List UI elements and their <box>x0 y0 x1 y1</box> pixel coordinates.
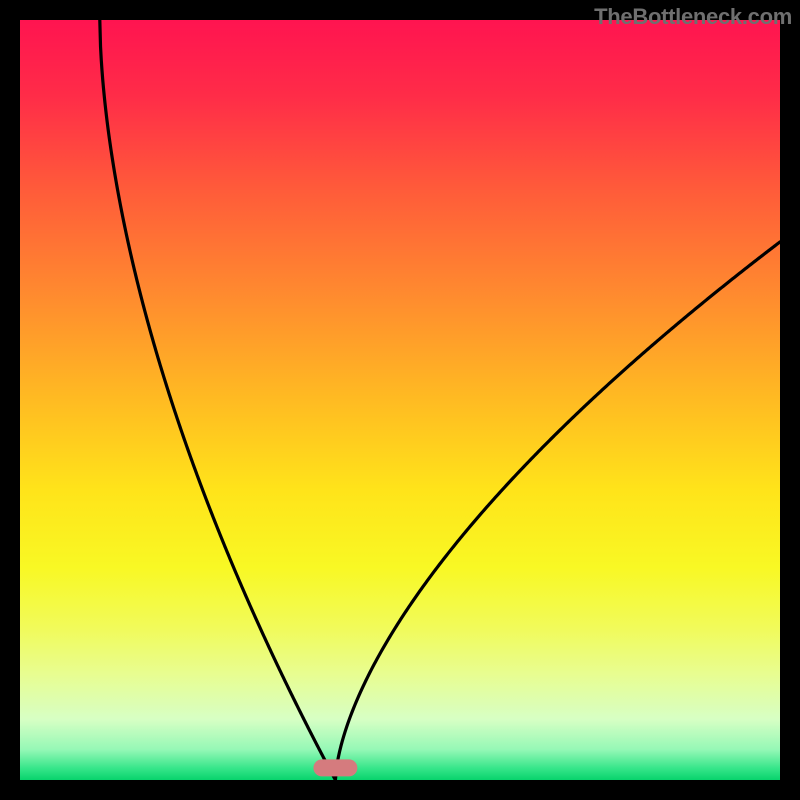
plot-background <box>20 20 780 780</box>
watermark-text: TheBottleneck.com <box>594 4 792 30</box>
bottleneck-chart <box>0 0 800 800</box>
optimum-marker <box>313 759 357 776</box>
